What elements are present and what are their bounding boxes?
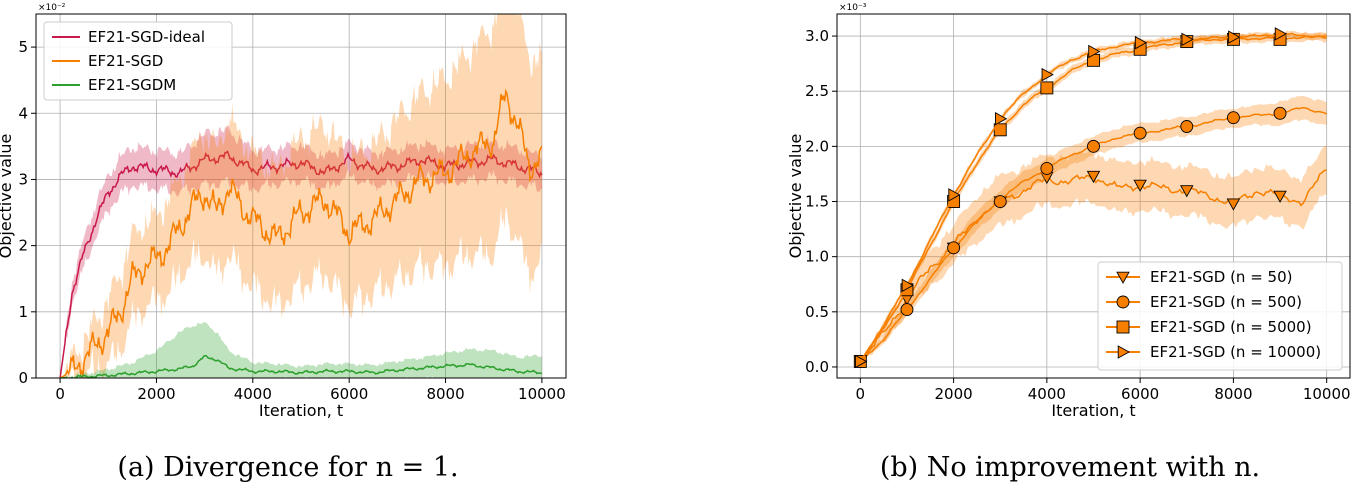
x-tick-label: 8000 [1214,385,1252,403]
x-tick-label: 0 [856,385,866,403]
plot-area [853,27,1327,369]
x-tick-label: 4000 [234,385,272,403]
series-line-3 [60,354,542,378]
marker-point [1041,67,1054,82]
y-tick-label: 2 [18,237,28,255]
legend-box [1097,261,1343,371]
x-tick-label: 0 [55,385,65,403]
legend-entry: EF21-SGD (n = 50) [1150,268,1292,286]
legend-marker [1116,295,1130,309]
marker-point [1273,106,1287,120]
plot-area [59,14,543,378]
series-line-1 [59,150,543,378]
marker-point [1133,126,1147,140]
axis-scale-label: ×10⁻² [38,3,66,13]
legend-entry: EF21-SGD-ideal [88,28,205,46]
legend: EF21-SGD-ideal EF21-SGD EF21-SGDM [43,21,233,101]
legend-marker [1117,345,1130,359]
series-band-3 [60,322,542,378]
marker-point [1040,81,1054,95]
chart-a: 0 2000 4000 6000 8000 10000 0 1 2 3 4 5 ×10⁻² Iterati… [0,3,567,483]
y-tick-label: 3 [18,170,28,188]
marker-point [1088,44,1101,59]
y-tick-label: 5 [18,38,28,56]
marker-point [948,188,961,202]
y-tick-label: 0 [18,369,28,387]
y-axis-label: Objective value [0,134,15,259]
y-tick-label: 2.0 [805,137,829,155]
series-band-1 [60,124,542,378]
y-axis-label: Objective value [786,134,805,259]
x-tick-label: 4000 [1028,385,1066,403]
marker-point [1180,120,1194,133]
series-line-2 [59,88,543,378]
marker-point [1181,32,1194,47]
legend-entry: EF21-SGDM [88,76,176,94]
axes-frame [35,13,567,379]
x-tick-label: 2000 [934,385,972,403]
marker-point [947,241,961,255]
y-tick-label: 0.5 [805,303,829,321]
axes-frame [836,13,1351,379]
marker-point [1273,190,1287,203]
marker-point [1180,185,1194,198]
marker-point [1087,139,1100,153]
x-tick-label: 2000 [137,385,175,403]
y-tick-label: 0.0 [805,358,829,376]
marker-point [1134,35,1148,50]
marker-point [1228,30,1241,44]
y-tick-label: 4 [18,104,28,122]
marker-point [1133,179,1147,192]
series-band-2 [60,14,542,378]
marker-point [994,112,1008,126]
marker-point [1040,161,1054,175]
x-tick-label: 10000 [1303,385,1351,403]
y-tick-label: 3.0 [805,27,829,45]
legend-entry: EF21-SGD (n = 10000) [1150,343,1321,361]
legend-entry: EF21-SGD [88,52,163,70]
x-tick-label: 8000 [426,385,464,403]
marker-point [1274,27,1287,41]
axis-scale-label: ×10⁻³ [839,3,867,13]
y-tick-label: 2.5 [805,82,829,100]
marker-point [900,303,914,317]
legend-marker [1116,320,1130,334]
chart-caption: (a) Divergence for n = 1. [117,452,458,483]
marker-point [1226,198,1241,211]
y-tick-label: 1.5 [805,193,829,211]
marker-point [1226,111,1240,125]
x-tick-label: 10000 [518,385,566,403]
legend-marker [1116,271,1130,284]
marker-point [993,195,1007,208]
x-tick-label: 6000 [330,385,368,403]
marker-point [901,278,914,293]
chart-b: 0 2000 4000 6000 8000 10000 0.0 0.5 1.0 1.5 2.0 2.5… [786,3,1351,483]
legend: EF21-SGD (n = 50) EF21-SGD (n = 500) EF21-… [1097,261,1343,371]
chart-caption: (b) No improvement with n. [880,452,1260,483]
y-tick-label: 1.0 [805,248,829,266]
x-axis-label: Iteration, t [1051,401,1135,420]
marker-point [855,354,868,369]
marker-point [1086,170,1101,184]
legend-box [43,21,233,101]
legend-entry: EF21-SGD (n = 500) [1150,293,1302,311]
x-tick-label: 6000 [1121,385,1159,403]
y-tick-label: 1 [18,303,28,321]
x-axis-label: Iteration, t [259,401,343,420]
legend-entry: EF21-SGD (n = 5000) [1150,318,1312,336]
